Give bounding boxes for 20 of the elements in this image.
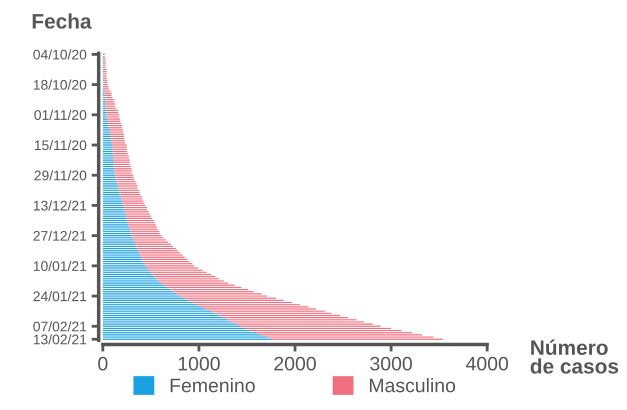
x-tick-label: 3000 <box>370 356 412 371</box>
y-tick-label: 04/10/20 <box>33 49 86 60</box>
y-tick-label: 10/01/21 <box>34 260 86 272</box>
y-tick-label: 29/11/20 <box>34 170 86 180</box>
y-tick-label: 13/02/21 <box>34 334 86 344</box>
y-axis-title: Fecha <box>32 13 92 29</box>
x-tick-label: 1000 <box>178 356 220 371</box>
y-tick-label: 13/12/21 <box>34 200 86 211</box>
y-tick-label: 15/11/20 <box>34 140 86 150</box>
x-tick-label: 0 <box>98 356 108 371</box>
y-tick-label: 24/01/21 <box>33 291 86 302</box>
y-tick-label: 18/10/20 <box>34 80 86 90</box>
x-axis-title: Número de casos <box>530 340 618 374</box>
y-tick-label: 07/02/21 <box>33 321 86 332</box>
x-tick-label: 2000 <box>274 356 316 371</box>
y-tick-label: 27/12/21 <box>33 230 86 241</box>
y-tick-label: 01/11/20 <box>34 110 86 120</box>
x-tick-label: 4000 <box>466 356 508 371</box>
legend-label: Masculino <box>370 378 456 392</box>
legend-label: Femenino <box>170 378 255 392</box>
